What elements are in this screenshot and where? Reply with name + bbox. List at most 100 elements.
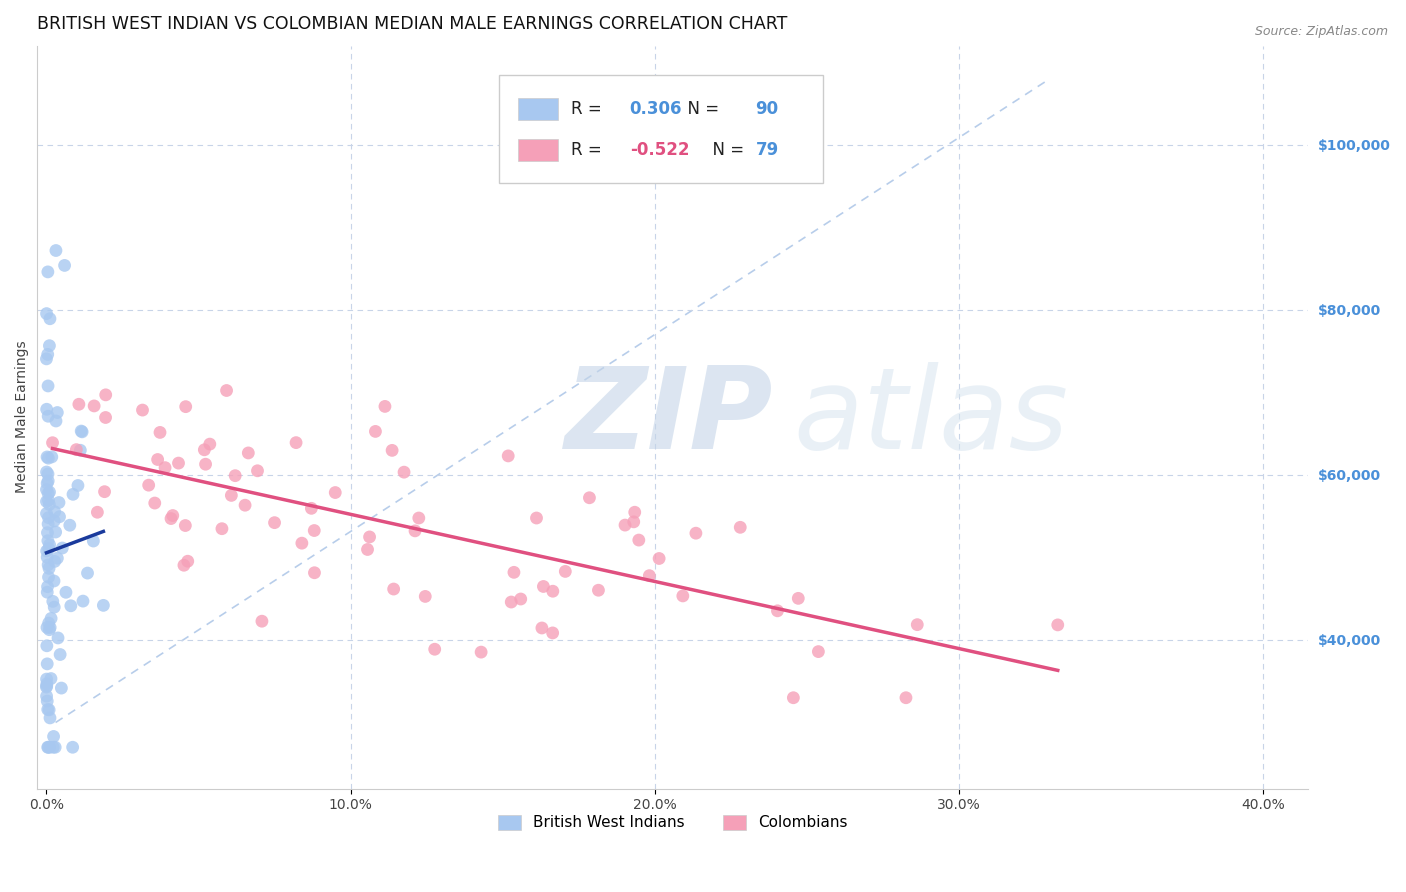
Point bbox=[41, 435, 63, 450]
Legend: British West Indians, Colombians: British West Indians, Colombians bbox=[492, 809, 853, 837]
Point bbox=[37, 379, 59, 393]
Text: 90: 90 bbox=[755, 100, 779, 118]
Point bbox=[37, 740, 59, 755]
Text: Source: ZipAtlas.com: Source: ZipAtlas.com bbox=[1254, 25, 1388, 38]
Point bbox=[250, 614, 273, 628]
Point bbox=[62, 487, 84, 501]
Point bbox=[44, 600, 66, 615]
Point bbox=[37, 476, 59, 491]
Point bbox=[554, 565, 576, 579]
Point bbox=[374, 400, 396, 414]
Point bbox=[382, 582, 405, 596]
Point bbox=[44, 740, 66, 755]
Point bbox=[38, 498, 60, 512]
Point bbox=[470, 645, 492, 659]
Point bbox=[413, 590, 436, 604]
Point bbox=[648, 551, 671, 566]
Point bbox=[423, 642, 446, 657]
Point bbox=[614, 518, 637, 533]
Point bbox=[35, 680, 58, 694]
Point bbox=[37, 702, 59, 716]
Point bbox=[627, 533, 650, 547]
Point bbox=[509, 592, 531, 607]
Point bbox=[638, 568, 661, 582]
Point bbox=[728, 520, 751, 534]
Point bbox=[38, 703, 60, 717]
Point bbox=[38, 538, 60, 552]
Point bbox=[37, 657, 59, 671]
Point bbox=[35, 620, 58, 634]
Point bbox=[221, 488, 243, 502]
Point bbox=[39, 611, 62, 625]
Point bbox=[37, 516, 59, 531]
Point bbox=[42, 730, 65, 744]
Point bbox=[323, 485, 346, 500]
Point bbox=[44, 554, 66, 568]
Point bbox=[526, 511, 548, 525]
Text: 79: 79 bbox=[755, 141, 779, 159]
Point bbox=[39, 672, 62, 686]
Point bbox=[37, 451, 59, 466]
Point bbox=[48, 509, 70, 524]
Point bbox=[37, 493, 59, 508]
Point bbox=[37, 467, 59, 481]
Point bbox=[501, 595, 523, 609]
Text: R =: R = bbox=[571, 100, 607, 118]
Point bbox=[45, 414, 67, 428]
Point bbox=[1046, 618, 1069, 632]
Point bbox=[173, 558, 195, 573]
Point bbox=[59, 599, 82, 613]
Point bbox=[86, 505, 108, 519]
Point bbox=[38, 541, 60, 556]
Point bbox=[392, 465, 415, 479]
Point bbox=[381, 443, 404, 458]
Point bbox=[35, 483, 58, 497]
Point bbox=[238, 446, 260, 460]
Point bbox=[138, 478, 160, 492]
Text: N =: N = bbox=[702, 141, 749, 159]
Point bbox=[37, 474, 59, 488]
Text: R =: R = bbox=[571, 141, 607, 159]
Point bbox=[37, 486, 59, 500]
Point bbox=[37, 409, 59, 424]
Text: 0.306: 0.306 bbox=[630, 100, 682, 118]
Point bbox=[94, 388, 117, 402]
Point bbox=[67, 397, 90, 411]
Point bbox=[38, 561, 60, 575]
Point bbox=[35, 639, 58, 653]
Text: ZIP: ZIP bbox=[565, 361, 773, 473]
Point bbox=[38, 616, 60, 631]
Point bbox=[894, 690, 917, 705]
Point bbox=[146, 452, 169, 467]
Point bbox=[246, 464, 269, 478]
Point bbox=[531, 579, 554, 593]
Point bbox=[167, 456, 190, 470]
Point bbox=[72, 594, 94, 608]
Point bbox=[70, 425, 93, 439]
Point bbox=[83, 399, 105, 413]
Point bbox=[766, 604, 789, 618]
Point bbox=[174, 518, 197, 533]
Point bbox=[35, 450, 58, 464]
Point bbox=[623, 515, 645, 529]
Point bbox=[37, 694, 59, 708]
Point bbox=[588, 583, 610, 598]
Point bbox=[285, 435, 308, 450]
Text: N =: N = bbox=[676, 100, 724, 118]
Point bbox=[39, 711, 62, 725]
Point bbox=[404, 524, 426, 538]
Point bbox=[37, 347, 59, 361]
Point bbox=[224, 468, 246, 483]
Point bbox=[496, 449, 519, 463]
Point bbox=[37, 550, 59, 565]
Point bbox=[53, 259, 76, 273]
Point bbox=[623, 505, 645, 519]
Point bbox=[82, 534, 104, 549]
Point bbox=[49, 648, 72, 662]
Point bbox=[76, 566, 98, 580]
Point bbox=[55, 585, 77, 599]
Point bbox=[359, 530, 381, 544]
Text: BRITISH WEST INDIAN VS COLOMBIAN MEDIAN MALE EARNINGS CORRELATION CHART: BRITISH WEST INDIAN VS COLOMBIAN MEDIAN … bbox=[38, 15, 787, 33]
Point bbox=[35, 307, 58, 321]
Point bbox=[541, 584, 564, 599]
